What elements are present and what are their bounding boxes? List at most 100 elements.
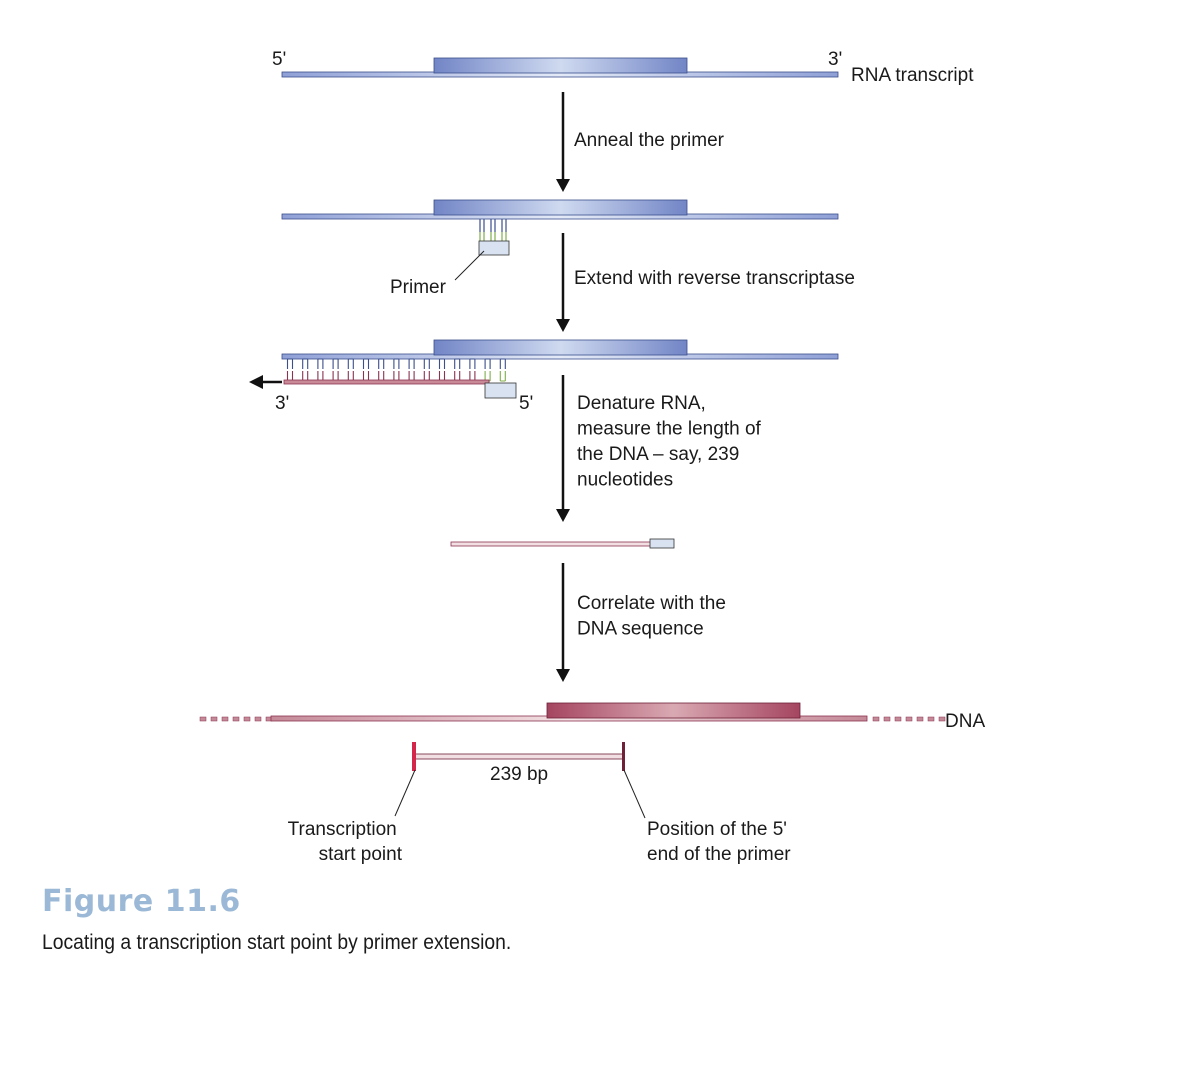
base-bond [479,232,485,241]
base-bond [438,358,446,369]
dna-dash [199,716,207,722]
base-bond [393,371,400,382]
rna-with-primer-step2: Primer [281,199,839,298]
distance-label: 239 bp [490,764,548,785]
single-strand-cdna-step4 [450,538,675,549]
rna-gene-region [433,339,688,356]
base-bond [479,219,485,232]
arrow-extend: Extend with reverse transcriptase [556,233,855,332]
base-bond [484,358,491,369]
base-bond [362,371,370,382]
primer-block [649,538,675,549]
arrow-anneal: Anneal the primer [556,92,725,192]
cdna-strand [450,541,652,547]
start-point-line: Transcription [288,819,397,840]
dna-gene-region [546,702,801,719]
label-3prime: 3' [828,49,842,70]
start-point-label: Transcription start point [288,819,403,865]
distance-bar [412,742,625,771]
transcription-start-marker [412,742,416,771]
dna-dashes-left [199,716,273,722]
primer-bonds [479,219,507,241]
figure-title: Figure 11.6 [42,884,241,919]
dna-dash [894,716,902,722]
base-bond [499,358,506,369]
extend-label: Extend with reverse transcriptase [574,268,855,289]
correlate-line: Correlate with the [577,593,726,614]
cdna-extension-step3: 3' 5' [249,339,839,414]
dna-dash [872,716,880,722]
denature-line: Denature RNA, [577,393,706,414]
base-bond [347,371,354,382]
primer-end-line: Position of the 5' [647,819,787,840]
primer-block [484,382,517,399]
primer-extension-diagram: 5' 3' RNA transcript Anneal the primer P… [199,49,985,865]
dna-dash [883,716,891,722]
denature-line: measure the length of [577,419,762,440]
primer-end-marker [622,742,625,771]
base-bond [408,371,415,382]
rna-gene-region [433,57,688,74]
correlate-label: Correlate with the DNA sequence [577,593,731,640]
base-bond [423,371,430,382]
base-bond [501,232,507,241]
base-bond [454,371,461,382]
label-5prime: 5' [519,393,533,414]
dna-label: DNA [945,711,985,732]
dna-dash [905,716,913,722]
denature-line: the DNA – say, 239 [577,444,739,465]
dna-dash [243,716,251,722]
base-bond [501,219,507,232]
base-bond [499,371,506,382]
base-bond [393,358,400,369]
cdna-strand [283,379,490,385]
figure-caption: Locating a transcription start point by … [42,931,512,954]
primer-end-pointer [623,769,646,819]
base-bond [378,371,385,382]
base-bond [469,358,476,369]
base-bond [469,371,476,382]
primer-end-line: end of the primer [647,844,791,865]
dna-dash [221,716,229,722]
primer-pointer [454,250,485,281]
base-bond [378,358,385,369]
rna-gene-region [433,199,688,216]
base-bond [408,358,415,369]
base-bond [484,371,491,382]
dna-dash [232,716,240,722]
start-point-pointer [394,769,416,817]
start-point-line: start point [319,844,403,865]
base-bond [423,358,430,369]
rna-transcript-step1: 5' 3' RNA transcript [272,49,974,86]
dna-dash [927,716,935,722]
base-pair-bonds [286,358,506,382]
base-bond [347,358,354,369]
base-bond [286,371,294,382]
anneal-label: Anneal the primer [574,130,725,151]
base-bond [490,219,496,232]
base-bond [302,371,309,382]
dna-dash [210,716,218,722]
dna-sequence-step5: DNA 239 bp Transcription start point Pos… [199,702,985,865]
base-bond [302,358,309,369]
correlate-line: DNA sequence [577,619,704,640]
base-bond [286,358,294,369]
primer-label: Primer [390,277,447,298]
base-bond [454,358,461,369]
dna-dash [938,716,946,722]
dna-dashes-right [872,716,946,722]
base-bond [490,232,496,241]
arrow-denature: Denature RNA, measure the length of the … [556,375,762,522]
base-bond [332,358,339,369]
base-bond [317,358,324,369]
primer-block [478,240,510,256]
label-5prime: 5' [272,49,286,70]
dna-dash [916,716,924,722]
arrow-correlate: Correlate with the DNA sequence [556,563,731,682]
base-bond [438,371,446,382]
base-bond [317,371,324,382]
left-direction-arrow [249,375,282,389]
primer-end-label: Position of the 5' end of the primer [647,819,792,865]
label-3prime: 3' [275,393,289,414]
